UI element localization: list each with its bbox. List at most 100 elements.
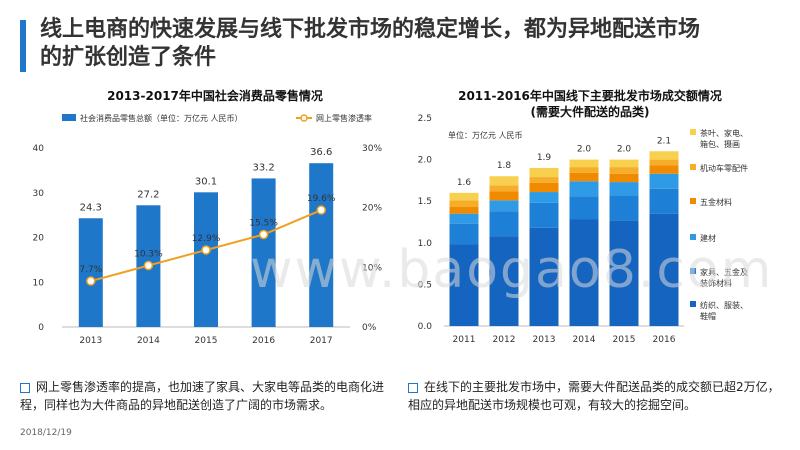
line-point bbox=[316, 205, 326, 215]
y-tick-left: 10 bbox=[33, 278, 45, 288]
stacked-bar-segment bbox=[609, 159, 639, 168]
legend-swatch bbox=[690, 268, 696, 274]
stacked-bar-segment bbox=[449, 244, 479, 326]
stack-total-label: 2.0 bbox=[617, 145, 632, 155]
line-point bbox=[86, 276, 96, 286]
slide-title: 线上电商的快速发展与线下批发市场的稳定增长，都为异地配送市场的扩张创造了条件 bbox=[40, 17, 701, 70]
bar-value-label: 33.2 bbox=[252, 162, 274, 173]
y-tick-left: 0 bbox=[38, 323, 44, 333]
watermark: www.baogao8.com bbox=[250, 240, 774, 300]
stack-total-label: 1.8 bbox=[497, 161, 512, 171]
bullet-square-icon bbox=[20, 382, 30, 393]
stacked-bar-segment bbox=[649, 165, 679, 174]
stacked-bar-segment bbox=[489, 211, 519, 237]
x-tick-label: 2016 bbox=[653, 335, 676, 345]
stacked-bar-segment bbox=[529, 227, 559, 326]
y-tick-left: 30 bbox=[33, 189, 45, 199]
note-right: 在线下的主要批发市场中，需要大件配送品类的成交额已超2万亿，相应的异地配送市场规… bbox=[408, 378, 788, 414]
legend-swatch bbox=[690, 234, 696, 240]
y-tick-label: 0.5 bbox=[418, 280, 432, 290]
bar-value-label: 24.3 bbox=[80, 202, 102, 213]
bar bbox=[251, 178, 276, 327]
stacked-bar-segment bbox=[649, 173, 679, 189]
bullet-square-icon bbox=[408, 382, 418, 393]
stacked-bar-segment bbox=[489, 236, 519, 326]
x-tick-label: 2014 bbox=[573, 335, 596, 345]
legend-line-label: 网上零售渗透率 bbox=[316, 113, 372, 123]
y-tick-label: 2.0 bbox=[418, 156, 433, 166]
stacked-bar-segment bbox=[609, 195, 639, 221]
legend-swatch bbox=[690, 164, 696, 170]
stacked-bar-segment bbox=[449, 192, 479, 201]
note-left: 网上零售渗透率的提高，也加速了家具、大家电等品类的电商化进程，同样也为大件商品的… bbox=[20, 378, 395, 414]
stacked-bar-segment bbox=[569, 159, 599, 168]
bar-value-label: 30.1 bbox=[195, 176, 217, 187]
legend-label: 机动车零配件 bbox=[700, 163, 748, 173]
chart2-subtitle: (需要大件配送的品类) bbox=[530, 105, 650, 119]
legend-bar-swatch bbox=[62, 114, 76, 121]
stacked-bar-segment bbox=[529, 167, 559, 178]
y-tick-right: 30% bbox=[362, 144, 382, 154]
stacked-bar-segment bbox=[649, 188, 679, 214]
stacked-bar-segment bbox=[449, 223, 479, 245]
stacked-bar-segment bbox=[449, 207, 479, 214]
x-tick-label: 2012 bbox=[493, 335, 516, 345]
stack-total-label: 2.0 bbox=[577, 145, 592, 155]
x-tick-label: 2013 bbox=[533, 335, 556, 345]
stacked-bar-segment bbox=[609, 182, 639, 196]
legend-label: 建材 bbox=[700, 233, 716, 243]
y-tick-left: 40 bbox=[33, 144, 45, 154]
stacked-bar-segment bbox=[529, 202, 559, 228]
title-accent-bar bbox=[20, 20, 26, 72]
bar bbox=[309, 163, 334, 327]
x-tick-label: 2015 bbox=[195, 336, 218, 346]
stacked-bar-segment bbox=[529, 192, 559, 203]
stacked-bar-segment bbox=[529, 177, 559, 183]
stacked-bar-segment bbox=[489, 200, 519, 212]
stacked-bar-segment bbox=[569, 167, 599, 173]
legend-label: 家具、五金及装饰材料 bbox=[700, 267, 748, 288]
legend-swatch bbox=[690, 301, 696, 307]
x-tick-label: 2016 bbox=[252, 336, 275, 346]
x-tick-label: 2017 bbox=[310, 336, 333, 346]
unit-note: 单位：万亿元 人民币 bbox=[448, 130, 523, 140]
legend-bar-label: 社会消费品零售总额（单位：万亿元 人民币） bbox=[80, 113, 243, 123]
stacked-bar-segment bbox=[569, 219, 599, 326]
line-point bbox=[143, 260, 154, 271]
line-value-label: 19.6% bbox=[307, 194, 336, 204]
legend-label: 纺织、服装、鞋帽 bbox=[700, 300, 748, 321]
stack-total-label: 1.6 bbox=[457, 178, 472, 188]
y-tick-label: 0.0 bbox=[418, 322, 433, 332]
legend-swatch bbox=[690, 129, 696, 135]
line-point bbox=[201, 245, 211, 255]
legend-label: 茶叶、家电、箱包、摄画 bbox=[700, 128, 748, 149]
legend-label: 五金材料 bbox=[700, 197, 732, 207]
stacked-bar-segment bbox=[489, 176, 519, 186]
y-tick-label: 1.0 bbox=[418, 239, 433, 249]
x-tick-label: 2015 bbox=[613, 335, 636, 345]
bar bbox=[194, 192, 218, 327]
line-value-label: 10.3% bbox=[134, 250, 163, 260]
stacked-bar-segment bbox=[489, 185, 519, 192]
stacked-bar-segment bbox=[649, 213, 679, 326]
stacked-bar-segment bbox=[489, 191, 519, 201]
stack-total-label: 1.9 bbox=[537, 153, 552, 163]
stacked-bar-segment bbox=[609, 220, 639, 326]
legend-line-marker bbox=[300, 114, 308, 122]
y-tick-right: 0% bbox=[362, 323, 377, 333]
x-tick-label: 2013 bbox=[79, 336, 102, 346]
stacked-bar-segment bbox=[529, 182, 559, 193]
x-tick-label: 2011 bbox=[453, 335, 476, 345]
legend-swatch bbox=[690, 198, 696, 204]
note-right-text: 在线下的主要批发市场中，需要大件配送品类的成交额已超2万亿，相应的异地配送市场规… bbox=[408, 380, 780, 412]
x-tick-label: 2014 bbox=[137, 336, 160, 346]
stacked-bar-segment bbox=[449, 213, 479, 224]
y-tick-left: 20 bbox=[33, 234, 45, 244]
bar-value-label: 27.2 bbox=[137, 189, 159, 200]
stack-total-label: 2.1 bbox=[657, 136, 671, 146]
line-value-label: 7.7% bbox=[79, 265, 102, 275]
y-tick-label: 2.5 bbox=[418, 114, 432, 124]
y-tick-label: 1.5 bbox=[418, 197, 432, 207]
stacked-bar-segment bbox=[569, 196, 599, 220]
